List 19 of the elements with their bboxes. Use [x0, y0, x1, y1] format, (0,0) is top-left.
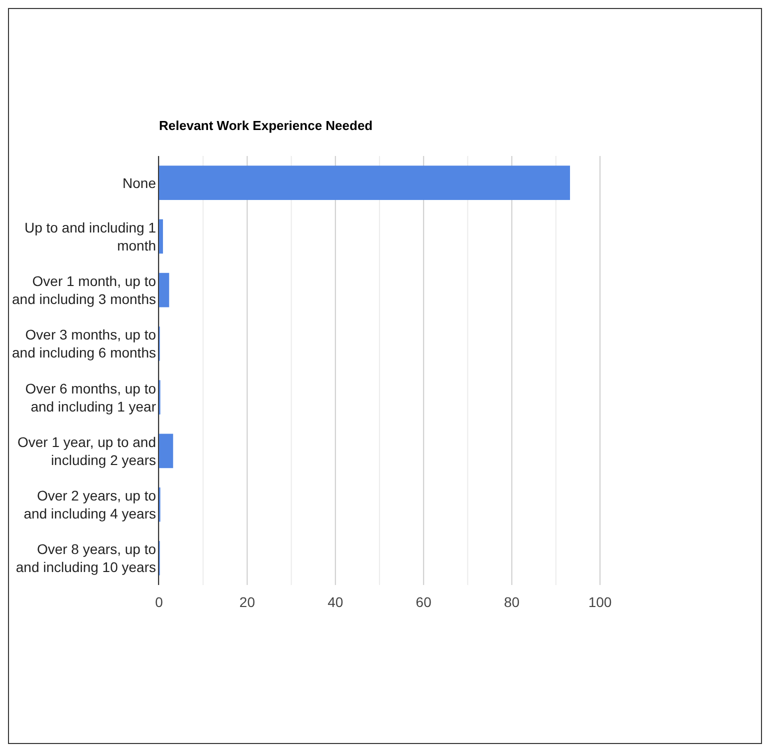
y-tick-label: Over 1 year, up to and including 2 years — [17, 434, 156, 468]
x-tick-label: 60 — [416, 594, 432, 610]
y-tick-label: Over 2 years, up to and including 4 years — [24, 488, 156, 522]
bar — [159, 166, 570, 200]
y-tick-label: Over 3 months, up to and including 6 months — [12, 326, 156, 361]
x-tick-label: 0 — [155, 594, 164, 610]
x-tick-label: 40 — [328, 594, 344, 610]
x-tick-label: 100 — [588, 594, 612, 610]
bar — [159, 272, 170, 308]
chart-title: Relevant Work Experience Needed — [159, 118, 373, 133]
x-tick-label: 20 — [239, 594, 256, 610]
x-tick-label: 80 — [504, 594, 520, 610]
bar — [159, 219, 163, 254]
y-tick-label: Over 8 years, up to and including 10 years — [16, 541, 156, 576]
y-tick-label: None — [122, 174, 156, 191]
y-tick-label: Up to and including 1 month — [24, 219, 156, 254]
bar — [159, 434, 174, 468]
y-tick-label: Over 1 month, up to and including 3 months — [12, 273, 156, 308]
y-tick-label: Over 6 months, up to and including 1 year — [25, 380, 156, 414]
